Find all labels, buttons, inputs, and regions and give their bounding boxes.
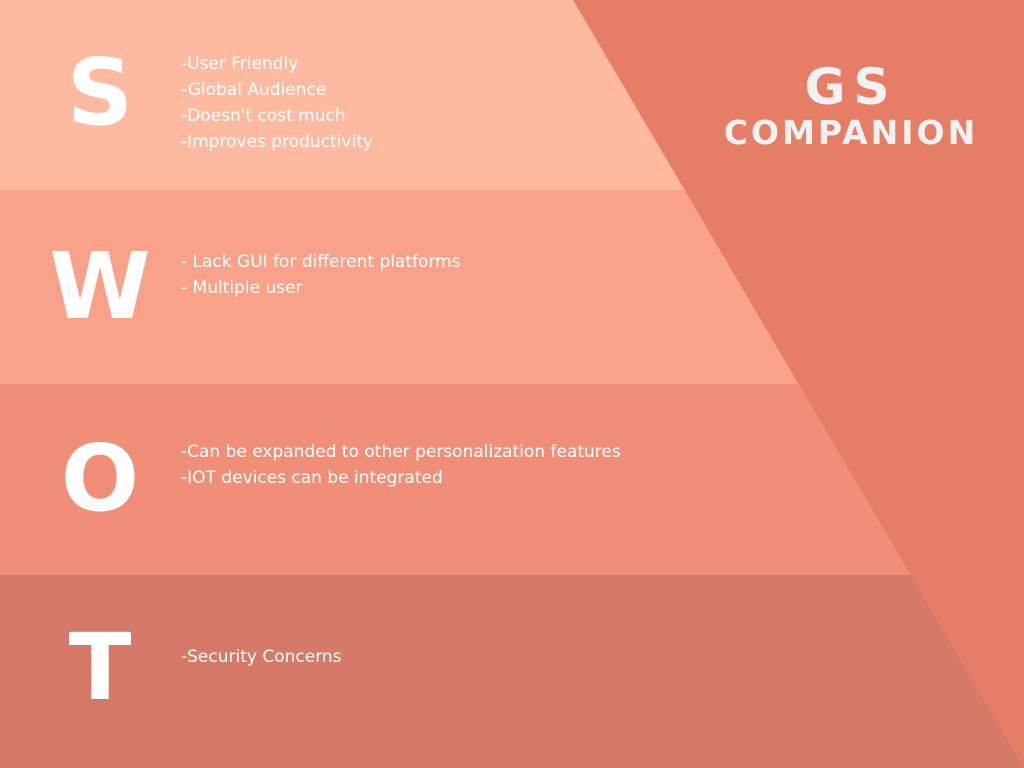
opportunities-list: -Can be expanded to other personalizatio… [181, 439, 621, 491]
brand-title: GS [804, 58, 898, 116]
list-item: -Can be expanded to other personalizatio… [181, 442, 621, 462]
threats-list: -Security Concerns [181, 644, 342, 670]
swot-letter-t: T [68, 614, 132, 721]
accent-triangle [573, 0, 1024, 768]
list-item: -Improves productivity [181, 132, 373, 152]
list-item: -Security Concerns [181, 647, 342, 667]
brand-subtitle: COMPANION [723, 113, 979, 152]
threats-band [0, 575, 1024, 768]
swot-letter-s: S [66, 39, 134, 146]
swot-letter-o: O [60, 425, 140, 532]
list-item: - Lack GUI for different platforms [181, 252, 461, 272]
swot-letter-w: W [49, 233, 151, 340]
list-item: - Multiple user [181, 278, 303, 298]
strengths-list: -User Friendly -Global Audience -Doesn't… [181, 51, 373, 155]
list-item: -Doesn't cost much [181, 106, 346, 126]
list-item: -IOT devices can be integrated [181, 468, 443, 488]
list-item: -Global Audience [181, 80, 327, 100]
list-item: -User Friendly [181, 54, 299, 74]
weaknesses-list: - Lack GUI for different platforms - Mul… [181, 249, 461, 301]
